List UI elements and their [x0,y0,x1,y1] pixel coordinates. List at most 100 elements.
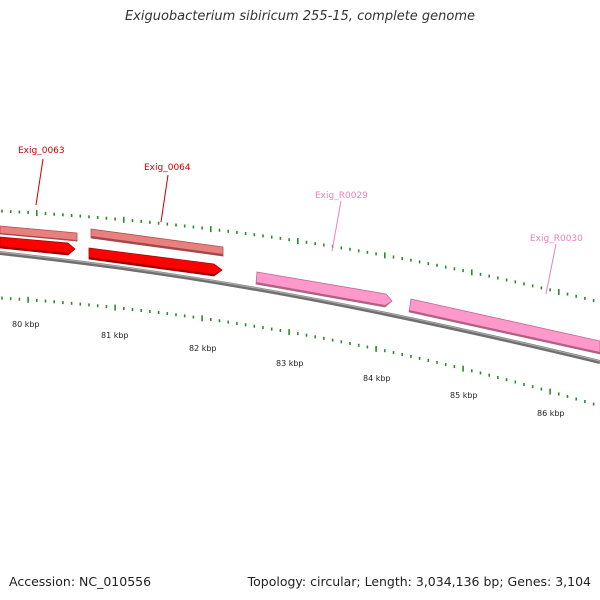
inner-minor-tick [488,373,490,377]
inner-major-tick [27,296,29,303]
rna-arrow-exig-r0030-shade [409,310,600,354]
outer-minor-tick [366,250,369,254]
inner-minor-tick [36,299,38,302]
inner-minor-tick [314,335,316,339]
inner-minor-tick [44,299,47,303]
scale-label-85kbp: 85 kbp [450,391,478,400]
inner-minor-tick [210,318,212,321]
outer-minor-tick [9,210,12,214]
inner-minor-tick [123,307,125,310]
inner-minor-tick [531,385,534,389]
inner-major-tick [288,329,290,336]
scale-label-81kbp: 81 kbp [101,331,129,340]
accession-text: Accession: NC_010556 [9,574,152,589]
scale-label-82kbp: 82 kbp [189,344,217,353]
leader-exig-r0030 [545,243,557,295]
inner-minor-tick [410,354,412,358]
inner-minor-tick [453,365,456,369]
inner-major-tick [201,315,203,322]
rna-arrow-exig-r0030[interactable] [408,298,600,355]
leader-exig-0064 [160,174,169,223]
inner-minor-tick [70,301,73,305]
inner-minor-tick [183,314,186,318]
gene-label-exig-r0030[interactable]: Exig_R0030 [530,234,583,244]
inner-minor-tick [79,302,82,306]
outer-minor-tick [96,216,99,219]
inner-minor-tick [471,369,473,373]
inner-minor-tick [418,356,421,360]
cds-arrow-2-shade [89,257,222,276]
outer-minor-tick [175,223,177,227]
outer-minor-tick [566,292,569,296]
outer-minor-tick [149,220,151,224]
inner-minor-tick [366,345,369,349]
outer-minor-tick [18,210,21,214]
inner-minor-tick [270,327,273,331]
outer-minor-tick [505,278,508,282]
leader-exig-0063 [35,158,44,206]
inner-minor-tick [166,312,169,316]
inner-minor-tick [9,297,12,301]
inner-minor-tick [157,311,160,314]
inner-minor-tick [514,380,517,384]
outer-minor-tick [462,269,464,273]
gene-label-exig-0064[interactable]: Exig_0064 [144,163,191,173]
inner-minor-tick [558,392,560,396]
outer-minor-tick [44,212,47,216]
scale-label-84kbp: 84 kbp [363,374,391,383]
outer-minor-tick [183,224,186,228]
inner-major-tick [549,388,551,395]
scale-label-86kbp: 86 kbp [537,409,565,418]
outer-minor-tick [444,265,447,269]
rna-track [255,271,600,355]
inner-minor-tick [401,353,403,356]
inner-minor-tick [18,297,21,301]
outer-minor-tick [314,242,316,246]
outer-minor-tick [262,234,264,238]
inner-minor-tick [62,301,64,305]
inner-minor-tick [357,343,360,347]
outer-minor-tick [436,263,438,267]
outer-major-tick [471,269,473,276]
outer-minor-tick [375,252,377,256]
inner-minor-tick [479,371,482,375]
outer-minor-tick [584,296,586,300]
gene-label-exig-r0029[interactable]: Exig_R0029 [315,191,368,201]
outer-minor-tick [192,225,195,229]
cds-arrow-1-shade [0,246,75,255]
inner-minor-tick [218,319,221,323]
inner-minor-tick [175,313,177,317]
inner-minor-tick [96,304,99,308]
inner-minor-tick [592,402,595,406]
outer-minor-tick [1,209,3,213]
outer-minor-tick [201,226,203,230]
outer-minor-tick [114,217,116,221]
inner-minor-tick [262,326,264,330]
leader-exig-r0029 [331,200,342,252]
outer-minor-tick [140,219,142,223]
map-title: Exiguobacterium sibiricum 255-15, comple… [124,9,476,24]
outer-minor-tick [540,286,543,290]
inner-minor-tick [384,349,386,353]
outer-minor-tick [575,294,577,298]
inner-minor-tick [349,342,351,345]
inner-minor-tick [340,340,343,344]
outer-minor-tick [131,219,134,223]
outer-minor-tick [244,232,247,235]
outer-minor-tick [70,214,73,217]
inner-minor-tick [1,296,3,300]
outer-minor-tick [479,272,482,276]
inner-minor-tick [505,378,508,382]
outer-minor-tick [218,228,221,232]
outer-minor-tick [305,240,308,244]
outer-minor-tick [227,229,229,233]
outer-minor-tick [157,221,160,225]
genome-backbone [0,251,600,364]
gene-label-exig-0063[interactable]: Exig_0063 [18,146,65,156]
outer-track [0,225,224,257]
outer-minor-tick [288,238,290,242]
inner-minor-tick [192,315,195,319]
outer-minor-tick [27,211,29,214]
